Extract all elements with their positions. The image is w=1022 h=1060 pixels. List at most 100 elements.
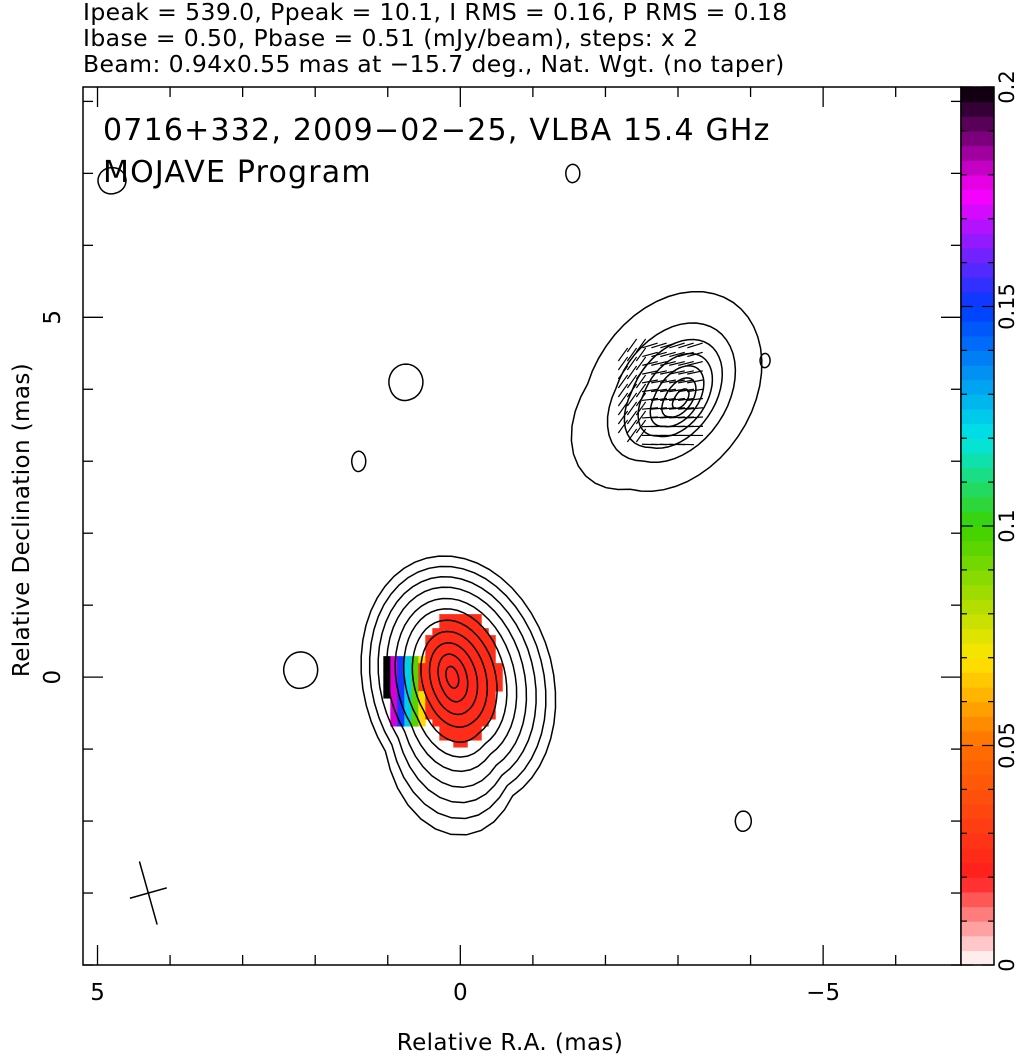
colorbar-segment xyxy=(961,950,994,966)
polarization-pixel xyxy=(474,726,482,734)
polarization-vector xyxy=(635,374,647,389)
x-tick-label: 5 xyxy=(90,980,105,1006)
colorbar-segment xyxy=(961,862,994,878)
colorbar-segment xyxy=(961,277,994,293)
polarization-pixel xyxy=(439,656,447,664)
polarization-vector xyxy=(642,379,658,384)
isolated-contour xyxy=(759,352,771,369)
polarization-pixel xyxy=(390,712,398,720)
polarization-pixel xyxy=(446,621,454,629)
polarization-pixel xyxy=(390,691,398,699)
polarization-pixel xyxy=(432,698,440,706)
polarization-pixel xyxy=(467,705,475,713)
polarization-pixel xyxy=(446,712,454,720)
polarization-pixel xyxy=(453,614,461,622)
x-tick-label: −5 xyxy=(806,980,840,1006)
polarization-pixel xyxy=(411,698,419,706)
polarization-vector xyxy=(635,392,647,407)
polarization-vector xyxy=(669,370,685,375)
polarization-vector xyxy=(642,351,658,358)
polarization-pixel xyxy=(404,663,412,671)
polarization-vector xyxy=(651,351,667,358)
polarization-pixel xyxy=(439,621,447,629)
colorbar-segment xyxy=(961,247,994,264)
polarization-vector xyxy=(659,397,677,402)
polarization-pixel xyxy=(474,733,482,741)
polarization-pixel xyxy=(474,712,482,720)
polarization-pixel xyxy=(474,656,482,664)
polarization-vector xyxy=(635,419,647,434)
polarization-vectors xyxy=(617,338,704,446)
polarization-vector xyxy=(651,360,667,366)
polarization-pixel xyxy=(460,649,468,657)
colorbar-segment xyxy=(961,760,994,776)
polarization-vector xyxy=(642,342,658,349)
polarization-pixel xyxy=(383,684,391,692)
polarization-pixel xyxy=(460,726,468,734)
polarization-pixel xyxy=(432,670,440,678)
polarization-pixel xyxy=(446,733,454,741)
polarization-vector xyxy=(678,342,694,349)
polarization-pixel xyxy=(481,684,489,692)
polarization-pixel xyxy=(404,677,412,685)
colorbar-segment xyxy=(961,438,994,454)
polarization-pixel xyxy=(495,684,503,692)
beam-minor-axis xyxy=(129,887,167,899)
colorbar-segment xyxy=(961,379,994,395)
polarization-pixel xyxy=(397,684,405,692)
polarization-pixel xyxy=(432,663,440,671)
polarization-vector xyxy=(635,428,647,443)
colorbar-segment xyxy=(961,613,994,630)
polarization-pixel xyxy=(439,670,447,678)
polarization-pixel xyxy=(432,642,440,650)
colorbar-ticks xyxy=(961,86,994,966)
polarization-vector xyxy=(635,401,647,416)
polarization-pixel xyxy=(404,712,412,720)
colorbar-segment xyxy=(961,467,994,483)
polarization-pixel xyxy=(467,635,475,643)
isolated-contour xyxy=(282,651,319,690)
stats-line-2: Ibase = 0.50, Pbase = 0.51 (mJy/beam), s… xyxy=(83,24,699,52)
x-tick-label: 0 xyxy=(453,980,468,1006)
polarization-vector xyxy=(626,365,638,380)
polarization-pixel xyxy=(474,614,482,622)
polarization-pixel xyxy=(481,691,489,699)
colorbar-segment xyxy=(961,145,994,161)
polarization-vector xyxy=(669,388,686,393)
y-tick-label: 5 xyxy=(40,310,66,325)
polarization-pixel xyxy=(474,691,482,699)
colorbar-segment xyxy=(961,218,994,234)
polarization-pixel xyxy=(474,663,482,671)
polarization-pixel xyxy=(397,677,405,685)
polarization-pixel xyxy=(404,705,412,713)
polarization-vector xyxy=(686,407,704,410)
polarization-pixel xyxy=(446,677,454,685)
colorbar xyxy=(961,87,994,966)
polarization-pixel xyxy=(460,698,468,706)
polarization-pixel xyxy=(446,705,454,713)
polarization-pixel xyxy=(432,649,440,657)
colorbar-segment xyxy=(961,452,994,469)
colorbar-segment xyxy=(961,657,994,673)
colorbar-segment xyxy=(961,774,994,790)
polarization-pixel xyxy=(488,642,496,650)
polarization-pixel xyxy=(481,677,489,685)
polarization-pixel xyxy=(404,719,412,727)
polarization-vector xyxy=(626,410,638,425)
polarization-pixel xyxy=(404,670,412,678)
polarization-pixel xyxy=(411,712,419,720)
colorbar-segment xyxy=(961,174,994,191)
polarization-pixel xyxy=(453,656,461,664)
polarization-vector xyxy=(617,392,629,407)
polarization-vector xyxy=(651,370,667,375)
core-contour xyxy=(428,642,479,716)
colorbar-segment xyxy=(961,496,994,512)
polarization-pixel xyxy=(432,628,440,636)
polarization-pixel xyxy=(481,635,489,643)
polarization-pixel xyxy=(439,691,447,699)
beam-line: Beam: 0.94x0.55 mas at −15.7 deg., Nat. … xyxy=(83,50,785,78)
polarization-vector xyxy=(669,342,685,349)
colorbar-segment xyxy=(961,87,994,103)
colorbar-segment xyxy=(961,365,994,381)
polarization-pixel xyxy=(397,670,405,678)
